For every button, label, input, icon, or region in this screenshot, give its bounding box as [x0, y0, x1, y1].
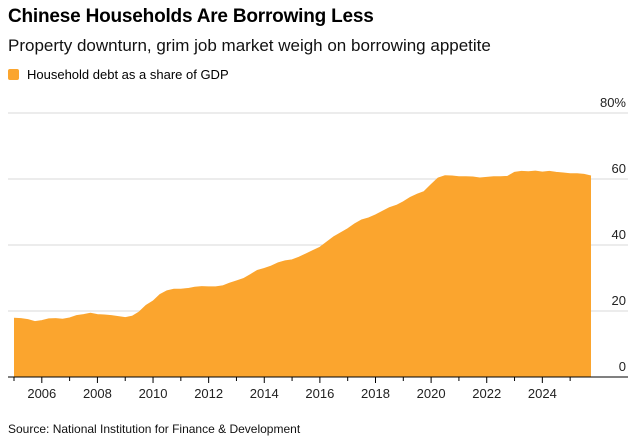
- x-axis-labels: 2006 2008 2010 2012 2014 2016 2018 2020 2022 2024: [27, 386, 556, 401]
- x-tick-label-2006: 2006: [27, 386, 56, 401]
- area-series-edge: [13, 170, 592, 323]
- x-tick-label-2018: 2018: [361, 386, 390, 401]
- chart-subtitle: Property downturn, grim job market weigh…: [8, 36, 491, 55]
- y-axis-labels: 0 20 40 60 80%: [600, 95, 626, 374]
- legend-label: Household debt as a share of GDP: [27, 67, 229, 82]
- x-tick-label-2020: 2020: [417, 386, 446, 401]
- y-tick-label-40: 40: [612, 227, 626, 242]
- plot-area: [13, 170, 592, 377]
- y-tick-label-80: 80%: [600, 95, 626, 110]
- area-series-household-debt: [14, 171, 591, 377]
- y-tick-label-60: 60: [612, 161, 626, 176]
- legend-swatch: [8, 69, 19, 80]
- x-tick-label-2016: 2016: [305, 386, 334, 401]
- y-tick-label-0: 0: [619, 359, 626, 374]
- x-axis: [8, 376, 628, 383]
- x-tick-label-2012: 2012: [194, 386, 223, 401]
- source-note: Source: National Institution for Finance…: [8, 422, 301, 436]
- x-tick-label-2008: 2008: [83, 386, 112, 401]
- x-tick-label-2010: 2010: [139, 386, 168, 401]
- y-tick-label-20: 20: [612, 293, 626, 308]
- x-tick-label-2014: 2014: [250, 386, 279, 401]
- x-tick-label-2022: 2022: [472, 386, 501, 401]
- legend: Household debt as a share of GDP: [8, 67, 229, 82]
- chart-title: Chinese Households Are Borrowing Less: [8, 6, 374, 27]
- x-tick-label-2024: 2024: [528, 386, 557, 401]
